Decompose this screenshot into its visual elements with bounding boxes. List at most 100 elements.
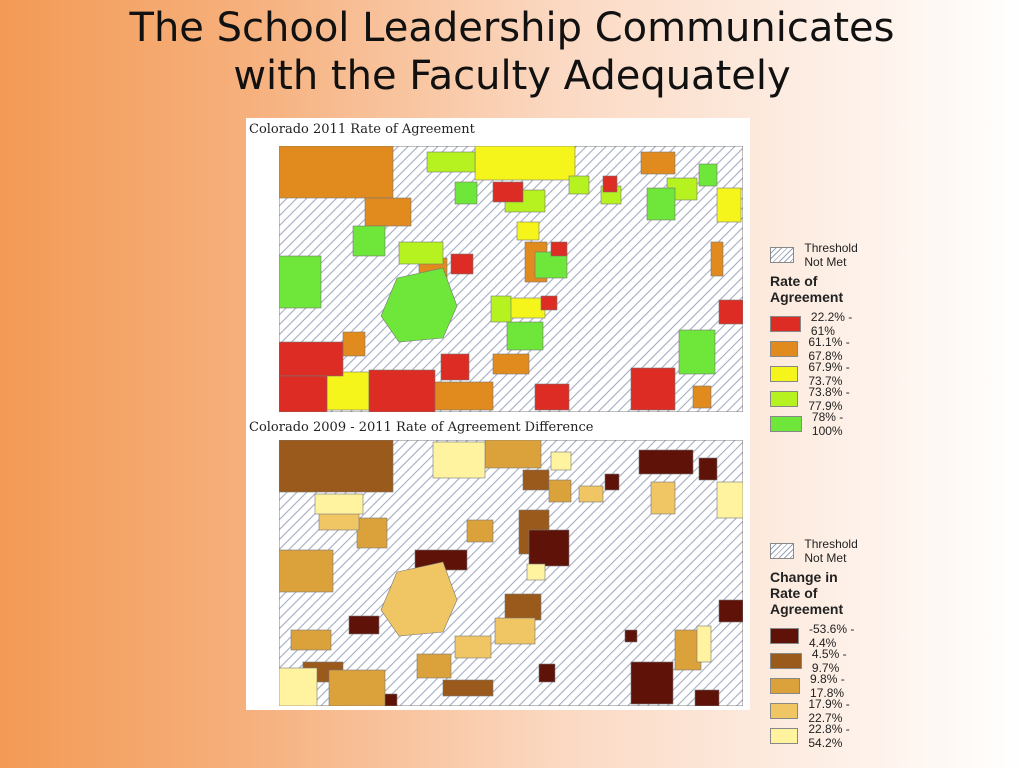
legend-label: 61.1% - 67.8% [808, 334, 850, 363]
legend-label: 4.5% - 9.7% [811, 646, 847, 675]
legend-swatch [770, 677, 801, 694]
maps-panel: Colorado 2011 Rate of Agreement [246, 118, 858, 750]
legend-swatch [770, 415, 802, 432]
district-region [380, 267, 458, 343]
legend-heading: Change in Rate of Agreement [770, 569, 844, 617]
district-region [279, 549, 334, 593]
district-region [698, 163, 718, 187]
slide-title: The School Leadership Communicates with … [0, 4, 1024, 100]
district-region [279, 667, 318, 706]
district-region [578, 485, 604, 503]
district-region [279, 440, 394, 493]
district-region [646, 187, 676, 221]
district-region [638, 449, 694, 475]
legend-label: 17.9% - 22.7% [808, 696, 850, 725]
district-region [398, 241, 444, 265]
district-region [314, 493, 364, 515]
district-region [484, 440, 542, 469]
district-region [454, 181, 478, 205]
district-region [426, 151, 476, 173]
legend-swatch-hatch [770, 246, 795, 263]
legend-label: 78% - 100% [811, 409, 844, 438]
legend-label: 67.9% - 73.7% [808, 359, 850, 388]
legend-swatch [770, 702, 799, 719]
legend-heading: Rate of Agreement [770, 273, 844, 305]
district-region [279, 375, 328, 412]
map-diff-title: Colorado 2009 - 2011 Rate of Agreement D… [249, 420, 594, 435]
district-region [692, 385, 712, 409]
district-region [650, 481, 676, 515]
legend-swatch [770, 652, 802, 669]
legend-2011: Threshold Not Met Rate of Agreement 22.2… [770, 240, 869, 438]
district-region [364, 197, 412, 227]
legend-threshold-label: Threshold Not Met [804, 240, 858, 269]
district-region [432, 441, 486, 479]
title-line-1: The School Leadership Communicates [129, 5, 895, 51]
district-region [694, 689, 720, 706]
district-region [710, 241, 724, 277]
legend-label: 22.2% - 61% [810, 309, 853, 338]
district-region [716, 187, 742, 223]
district-region [326, 371, 370, 411]
district-region [534, 251, 568, 279]
district-region [368, 369, 436, 412]
district-region [279, 341, 344, 377]
district-region [696, 625, 712, 663]
district-region [279, 146, 394, 199]
district-region [604, 473, 620, 491]
district-region [718, 599, 743, 623]
district-region [630, 661, 674, 705]
district-region [698, 457, 718, 481]
district-region [466, 519, 494, 543]
district-region [290, 629, 332, 651]
district-region [328, 669, 386, 706]
district-region [624, 629, 638, 643]
district-region [450, 253, 474, 275]
legend-diff: Threshold Not Met Change in Rate of Agre… [770, 536, 869, 750]
title-line-2: with the Faculty Adequately [233, 53, 791, 99]
district-region [718, 299, 743, 325]
district-region [416, 653, 452, 679]
district-region [630, 367, 676, 411]
district-region [506, 321, 544, 351]
district-region [442, 679, 494, 697]
map-diff [279, 440, 743, 706]
legend-label: 22.8% - 54.2% [808, 721, 850, 750]
legend-label: -53.6% - 4.4% [809, 621, 855, 650]
legend-swatch [770, 627, 799, 644]
map-2011-title: Colorado 2011 Rate of Agreement [249, 122, 475, 137]
district-region [550, 241, 568, 257]
legend-label: 9.8% - 17.8% [810, 671, 845, 700]
district-region [516, 221, 540, 241]
district-region [538, 663, 556, 683]
district-region [540, 295, 558, 311]
legend-swatch-hatch [770, 542, 795, 559]
district-region [342, 331, 366, 357]
district-region [352, 225, 386, 257]
district-region [716, 481, 743, 519]
district-region [526, 563, 546, 581]
district-region [550, 451, 572, 471]
legend-swatch [770, 340, 799, 357]
legend-threshold-label: Threshold Not Met [804, 536, 858, 565]
district-region [534, 383, 570, 411]
district-region [279, 255, 322, 309]
district-region [380, 561, 458, 637]
district-region [504, 593, 542, 621]
district-region [528, 529, 570, 567]
legend-swatch [770, 315, 801, 332]
district-region [434, 381, 494, 411]
district-region [356, 517, 388, 549]
district-region [494, 617, 536, 645]
district-region [522, 469, 550, 491]
district-region [492, 353, 530, 375]
district-region [548, 479, 572, 503]
district-region [474, 146, 576, 181]
legend-swatch [770, 727, 799, 744]
legend-label: 73.8% - 77.9% [808, 384, 850, 413]
district-region [492, 181, 524, 203]
legend-swatch [770, 365, 799, 382]
district-region [454, 635, 492, 659]
district-region [640, 151, 676, 175]
district-region [348, 615, 380, 635]
